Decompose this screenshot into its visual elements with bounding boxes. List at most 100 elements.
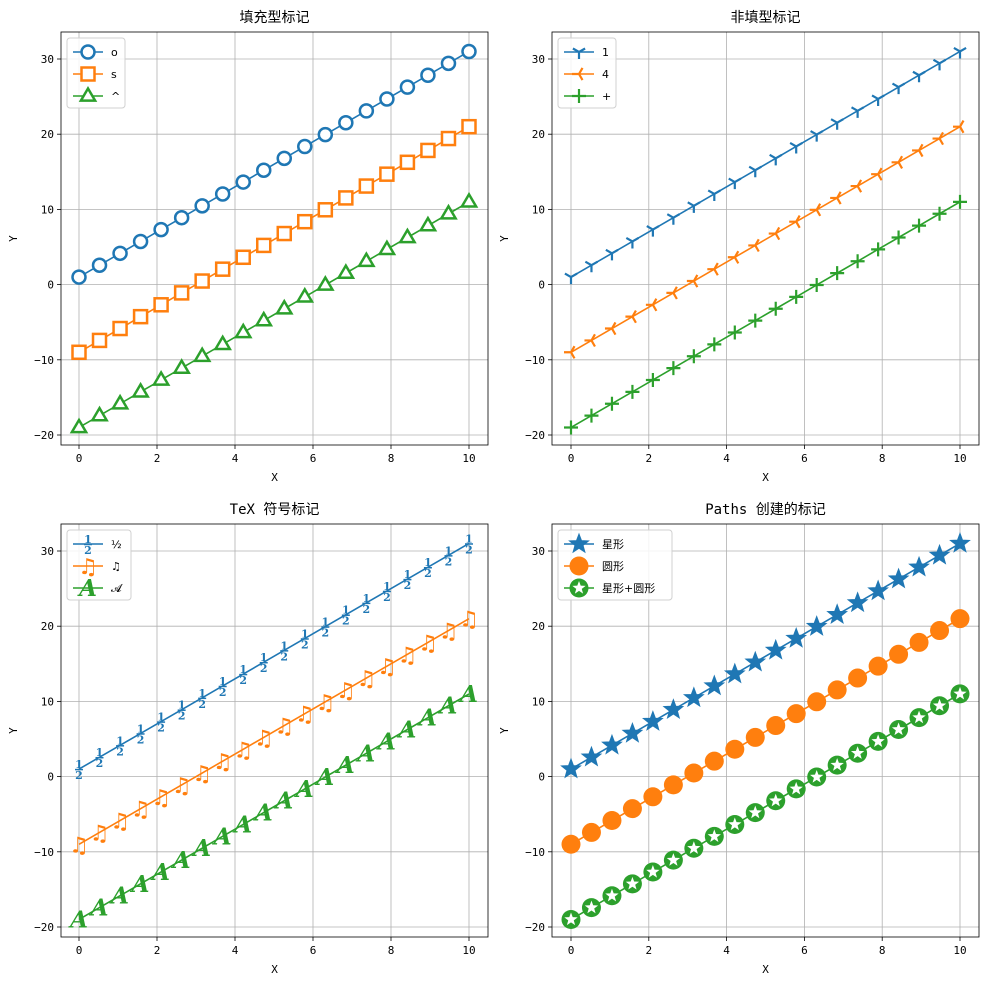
legend-item: 1: [564, 46, 609, 59]
y-tick-label: 0: [47, 279, 54, 292]
data-point: [132, 308, 149, 325]
data-point: [848, 743, 868, 763]
x-tick-label: 10: [953, 944, 966, 957]
data-point: A: [191, 835, 211, 862]
y-tick-label: −20: [34, 429, 54, 442]
series-2: [564, 120, 965, 359]
x-tick-label: 0: [76, 944, 83, 957]
data-point: [564, 272, 578, 285]
series-line: [78, 542, 470, 770]
data-point: A: [212, 823, 232, 850]
y-tick-label: 20: [532, 128, 545, 141]
data-point: [766, 791, 786, 811]
data-point: [827, 680, 847, 700]
data-point: [173, 285, 190, 301]
legend-item: o: [73, 44, 118, 60]
data-point: 12: [116, 734, 125, 758]
data-point: [830, 191, 842, 205]
data-point: [459, 191, 479, 208]
data-point: [748, 165, 762, 178]
legend-label: 星形+圆形: [602, 582, 655, 595]
chart-title: 填充型标记: [240, 10, 310, 26]
data-point: A: [89, 895, 109, 922]
svg-text:2: 2: [280, 650, 288, 663]
x-tick-label: 4: [723, 452, 730, 465]
data-point: [358, 178, 375, 194]
data-point: [642, 710, 664, 731]
data-point: [887, 567, 910, 589]
y-tick-label: 10: [532, 695, 545, 708]
svg-text:1: 1: [96, 746, 104, 759]
svg-text:1: 1: [280, 639, 288, 652]
series-3: [69, 191, 479, 434]
data-point: A: [335, 752, 355, 779]
data-point: [580, 745, 603, 767]
subplot-3: 1212121212121212121212121212121212121212…: [7, 502, 489, 976]
data-point: [826, 603, 849, 624]
y-tick-label: 0: [538, 279, 545, 292]
svg-text:1: 1: [75, 758, 83, 771]
legend-marker: [569, 556, 589, 576]
data-point: [953, 47, 967, 59]
data-point: [255, 162, 272, 178]
series-2: ♫ ♫ ♫ ♫ ♫ ♫ ♫ ♫ ♫ ♫ ♫ ♫ ♫ ♫ ♫ ♫ ♫ ♫ ♫ ♫: [69, 608, 479, 859]
svg-text:1: 1: [260, 651, 268, 664]
legend-label: o: [111, 46, 118, 59]
axes-frame: [551, 31, 980, 446]
data-point: [912, 218, 927, 233]
data-point: [666, 286, 678, 300]
data-point: [214, 186, 231, 202]
x-tick-label: 4: [723, 944, 730, 957]
data-point: [889, 720, 909, 740]
data-point: [805, 615, 828, 636]
data-point: A: [109, 883, 129, 910]
svg-text:1: 1: [342, 604, 350, 617]
data-point: [663, 775, 683, 795]
data-point: [602, 886, 622, 906]
data-point: [601, 733, 623, 755]
y-tick-label: −20: [34, 921, 54, 934]
svg-text:1: 1: [157, 711, 165, 724]
data-point: [440, 55, 457, 72]
data-point: ♫: [254, 726, 274, 751]
svg-text:2: 2: [219, 686, 227, 699]
svg-text:2: 2: [342, 615, 350, 628]
data-point: 12: [403, 568, 412, 592]
data-point: [235, 249, 251, 266]
legend-label: 星形: [602, 538, 624, 551]
svg-text:1: 1: [383, 580, 391, 593]
data-point: [295, 286, 315, 303]
svg-text:1: 1: [321, 616, 329, 629]
legend-label: ♫: [111, 560, 121, 573]
data-point: [725, 739, 745, 759]
data-point: [768, 226, 781, 241]
legend: os ^: [66, 37, 126, 109]
data-point: ♫: [439, 620, 459, 645]
data-point: [662, 698, 685, 719]
data-point: [213, 334, 232, 351]
data-point: [91, 257, 108, 273]
data-point: 12: [136, 722, 145, 746]
data-point: [666, 213, 681, 225]
data-point: [69, 417, 89, 434]
data-point: [725, 814, 745, 834]
data-point: [461, 118, 477, 135]
svg-text:1: 1: [137, 722, 145, 735]
data-point: ♫: [192, 762, 212, 787]
data-point: [950, 684, 970, 704]
x-tick-label: 10: [462, 452, 475, 465]
data-point: [789, 142, 803, 154]
data-point: [420, 142, 436, 159]
legend-item: 圆形: [564, 556, 624, 576]
x-tick-label: 6: [801, 452, 808, 465]
y-axis-label: Y: [7, 235, 20, 242]
data-point: [748, 238, 760, 253]
x-axis-label: X: [762, 963, 769, 976]
data-point: [379, 91, 395, 107]
data-point: [703, 674, 726, 696]
data-point: [846, 591, 869, 613]
data-point: [912, 143, 924, 158]
data-point: [151, 370, 171, 386]
data-point: [439, 203, 458, 220]
